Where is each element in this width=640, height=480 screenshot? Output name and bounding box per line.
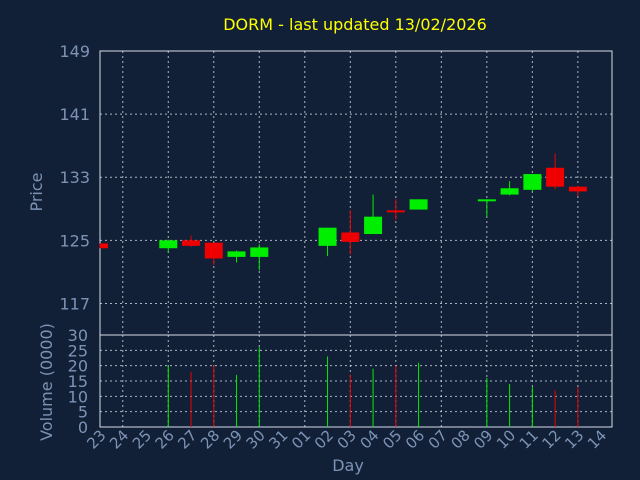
candle: [159, 239, 178, 253]
candle-body: [159, 240, 178, 249]
volume-tick-label: 10: [68, 387, 88, 406]
candle-body: [341, 232, 360, 242]
candle: [568, 185, 587, 197]
candle-body: [409, 199, 428, 210]
candle: [182, 235, 201, 247]
candle-body: [386, 210, 405, 213]
volume-tick-label: 25: [68, 341, 88, 360]
candle: [500, 181, 519, 196]
candle-body: [568, 186, 587, 192]
candle-body: [250, 247, 269, 257]
candle-body: [227, 251, 246, 257]
candle: [227, 250, 246, 263]
volume-tick-label: 30: [68, 326, 88, 345]
volume-tick-label: 0: [78, 418, 88, 437]
candle: [546, 153, 565, 190]
candle-body: [182, 240, 201, 246]
candle-body: [364, 216, 383, 235]
price-tick-label: 117: [59, 294, 90, 313]
price-tick-label: 125: [59, 231, 90, 250]
candle-body: [318, 227, 337, 246]
day-axis-label: Day: [332, 456, 364, 475]
price-panel: 149 141 133 125 117: [59, 42, 613, 336]
candle: [523, 174, 542, 192]
candle-body: [100, 243, 108, 249]
price-tick-label: 141: [59, 105, 90, 124]
candle: [250, 244, 269, 271]
candle-body: [546, 167, 565, 187]
chart-title: DORM - last updated 13/02/2026: [223, 15, 487, 34]
volume-tick-label: 15: [68, 372, 88, 391]
x-tick-label: 14: [584, 426, 610, 452]
candle: [318, 227, 337, 257]
volume-axis-label: Volume (0000): [37, 323, 56, 441]
candle: [386, 199, 405, 220]
x-axis-ticks: 2324252627282930310102030405060708091011…: [83, 426, 610, 452]
price-tick-label: 133: [59, 168, 90, 187]
candle: [364, 194, 383, 235]
price-frame: [99, 50, 613, 336]
volume-tick-label: 20: [68, 357, 88, 376]
price-tick-label: 149: [59, 42, 90, 61]
candle: [99, 243, 108, 249]
candle: [204, 242, 223, 265]
price-axis-label: Price: [27, 172, 46, 211]
candle: [477, 199, 496, 217]
candle-body: [477, 199, 496, 202]
candle-body: [500, 188, 519, 195]
volume-tick-label: 5: [78, 403, 88, 422]
candle: [341, 210, 360, 255]
candle: [409, 199, 428, 210]
candle-body: [523, 174, 542, 190]
candle-body: [204, 242, 223, 259]
